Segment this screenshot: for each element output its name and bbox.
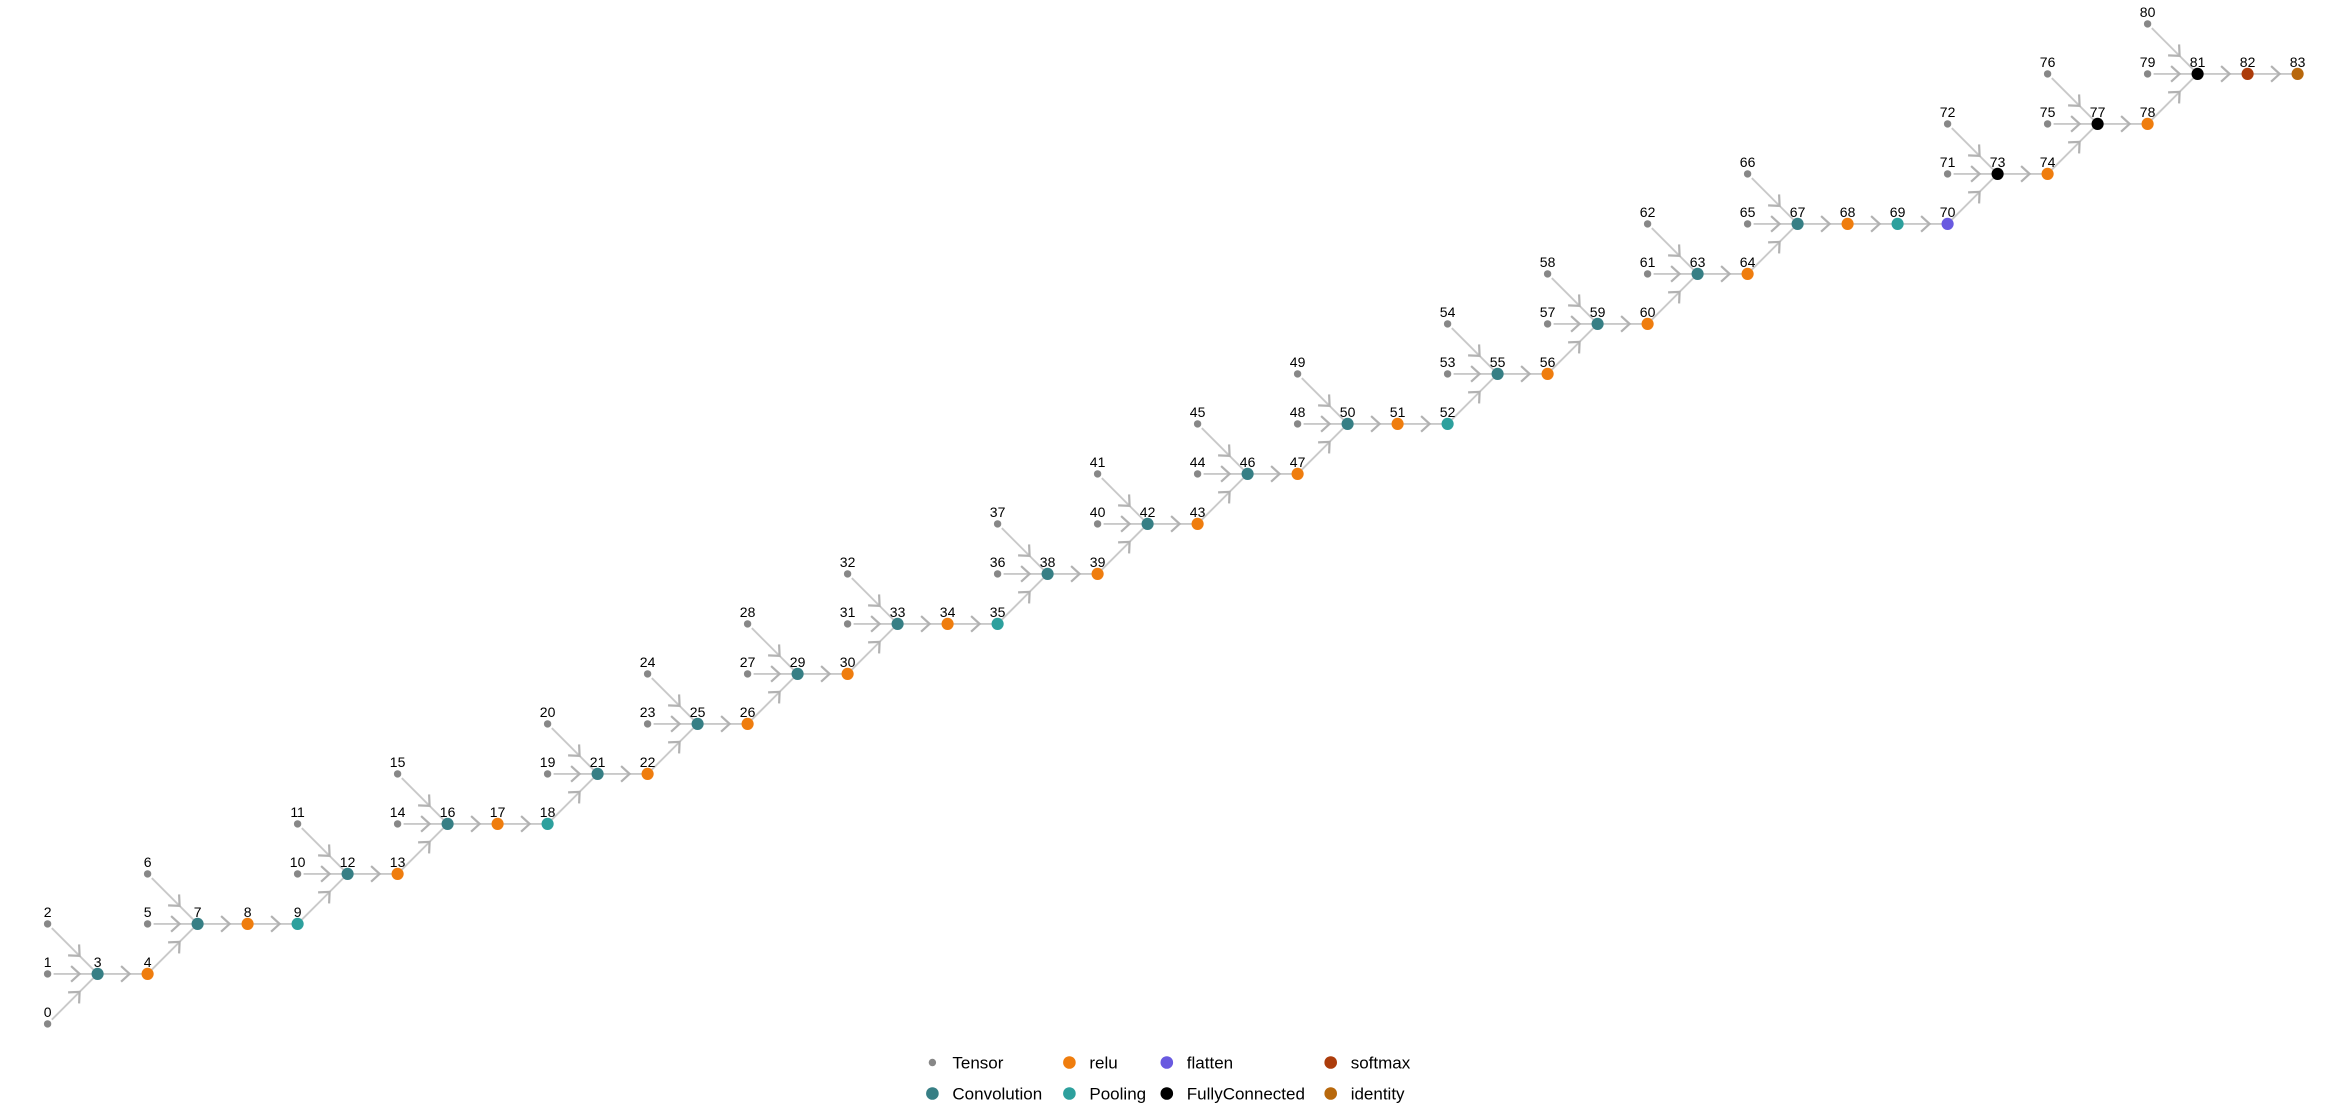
svg-text:7: 7	[194, 904, 202, 920]
svg-text:73: 73	[1990, 154, 2006, 170]
svg-text:81: 81	[2190, 54, 2206, 70]
svg-text:22: 22	[640, 754, 656, 770]
svg-text:18: 18	[540, 804, 556, 820]
svg-text:12: 12	[340, 854, 356, 870]
svg-text:Convolution: Convolution	[952, 1085, 1042, 1104]
svg-text:45: 45	[1190, 404, 1206, 420]
svg-text:75: 75	[2040, 104, 2056, 120]
svg-text:6: 6	[144, 854, 152, 870]
svg-text:13: 13	[390, 854, 406, 870]
svg-text:53: 53	[1440, 354, 1456, 370]
svg-text:5: 5	[144, 904, 152, 920]
svg-text:79: 79	[2140, 54, 2156, 70]
svg-text:Pooling: Pooling	[1089, 1085, 1146, 1104]
svg-text:23: 23	[640, 704, 656, 720]
svg-text:62: 62	[1640, 204, 1656, 220]
svg-text:14: 14	[390, 804, 406, 820]
svg-text:71: 71	[1940, 154, 1956, 170]
svg-text:25: 25	[690, 704, 706, 720]
svg-text:19: 19	[540, 754, 556, 770]
svg-text:Tensor: Tensor	[952, 1054, 1003, 1073]
svg-text:68: 68	[1840, 204, 1856, 220]
svg-text:20: 20	[540, 704, 556, 720]
svg-text:15: 15	[390, 754, 406, 770]
svg-text:57: 57	[1540, 304, 1556, 320]
svg-text:37: 37	[990, 504, 1006, 520]
svg-text:50: 50	[1340, 404, 1356, 420]
svg-text:flatten: flatten	[1187, 1054, 1233, 1073]
svg-text:49: 49	[1290, 354, 1306, 370]
svg-text:38: 38	[1040, 554, 1056, 570]
svg-text:8: 8	[244, 904, 252, 920]
svg-text:0: 0	[44, 1004, 52, 1020]
svg-text:39: 39	[1090, 554, 1106, 570]
svg-text:61: 61	[1640, 254, 1656, 270]
svg-text:76: 76	[2040, 54, 2056, 70]
svg-text:FullyConnected: FullyConnected	[1187, 1085, 1305, 1104]
svg-text:2: 2	[44, 904, 52, 920]
svg-text:30: 30	[840, 654, 856, 670]
svg-text:67: 67	[1790, 204, 1806, 220]
svg-text:54: 54	[1440, 304, 1456, 320]
svg-text:46: 46	[1240, 454, 1256, 470]
svg-text:34: 34	[940, 604, 956, 620]
svg-text:72: 72	[1940, 104, 1956, 120]
svg-text:relu: relu	[1089, 1054, 1117, 1073]
svg-text:47: 47	[1290, 454, 1306, 470]
svg-text:58: 58	[1540, 254, 1556, 270]
svg-text:63: 63	[1690, 254, 1706, 270]
svg-text:69: 69	[1890, 204, 1906, 220]
svg-text:36: 36	[990, 554, 1006, 570]
svg-text:softmax: softmax	[1351, 1054, 1411, 1073]
svg-text:44: 44	[1190, 454, 1206, 470]
svg-text:55: 55	[1490, 354, 1506, 370]
svg-text:80: 80	[2140, 4, 2156, 20]
svg-text:66: 66	[1740, 154, 1756, 170]
svg-text:56: 56	[1540, 354, 1556, 370]
svg-text:27: 27	[740, 654, 756, 670]
svg-text:52: 52	[1440, 404, 1456, 420]
svg-text:identity: identity	[1351, 1085, 1405, 1104]
svg-text:48: 48	[1290, 404, 1306, 420]
svg-text:40: 40	[1090, 504, 1106, 520]
svg-text:41: 41	[1090, 454, 1106, 470]
svg-text:11: 11	[290, 804, 305, 820]
svg-text:10: 10	[290, 854, 306, 870]
svg-text:1: 1	[44, 954, 52, 970]
svg-text:26: 26	[740, 704, 756, 720]
svg-text:29: 29	[790, 654, 806, 670]
svg-text:16: 16	[440, 804, 456, 820]
svg-text:82: 82	[2240, 54, 2256, 70]
svg-text:21: 21	[590, 754, 606, 770]
svg-text:31: 31	[840, 604, 856, 620]
svg-text:60: 60	[1640, 304, 1656, 320]
svg-text:24: 24	[640, 654, 656, 670]
svg-text:9: 9	[294, 904, 302, 920]
svg-text:32: 32	[840, 554, 856, 570]
svg-text:35: 35	[990, 604, 1006, 620]
svg-text:83: 83	[2290, 54, 2306, 70]
svg-text:28: 28	[740, 604, 756, 620]
svg-text:43: 43	[1190, 504, 1206, 520]
svg-text:65: 65	[1740, 204, 1756, 220]
svg-text:17: 17	[490, 804, 506, 820]
svg-text:42: 42	[1140, 504, 1156, 520]
svg-text:78: 78	[2140, 104, 2156, 120]
svg-text:59: 59	[1590, 304, 1606, 320]
svg-text:4: 4	[144, 954, 152, 970]
svg-text:64: 64	[1740, 254, 1756, 270]
svg-text:70: 70	[1940, 204, 1956, 220]
svg-text:3: 3	[94, 954, 102, 970]
svg-text:33: 33	[890, 604, 906, 620]
svg-text:74: 74	[2040, 154, 2056, 170]
svg-text:51: 51	[1390, 404, 1406, 420]
svg-text:77: 77	[2090, 104, 2106, 120]
